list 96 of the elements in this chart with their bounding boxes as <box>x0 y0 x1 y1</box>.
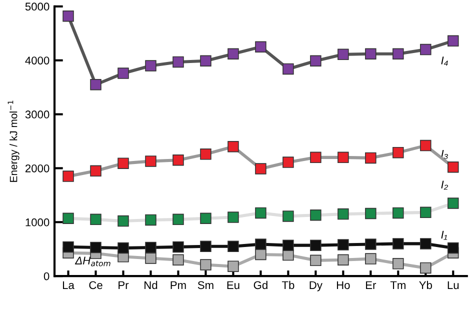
point <box>118 242 129 254</box>
x-tick-label: Er <box>366 281 376 289</box>
point <box>310 209 322 221</box>
point <box>420 238 432 250</box>
point <box>62 212 74 224</box>
y-tick-label: 4000 <box>25 56 50 64</box>
point <box>228 260 239 272</box>
point <box>172 154 184 166</box>
point <box>62 170 74 182</box>
point <box>365 208 376 220</box>
point <box>255 238 266 250</box>
y-axis-title: Energy / kJ mol$^{−1}$ <box>8 100 20 182</box>
y-tick-label: 3000 <box>25 110 50 118</box>
point <box>90 214 102 226</box>
series-label: I₄ <box>441 56 448 66</box>
point <box>338 239 349 250</box>
point <box>145 252 156 264</box>
point <box>172 214 184 226</box>
point <box>392 48 404 60</box>
point <box>172 254 184 266</box>
point <box>200 212 212 224</box>
point <box>310 240 322 251</box>
point <box>392 146 404 158</box>
point <box>200 240 212 252</box>
point <box>228 212 239 223</box>
point <box>228 141 239 152</box>
y-tick-label: 5000 <box>25 2 50 11</box>
point <box>365 238 376 250</box>
point <box>172 241 184 253</box>
x-tick-label: Tm <box>390 281 406 289</box>
x-tick-label: Sm <box>198 281 214 290</box>
point <box>282 156 294 168</box>
point <box>420 140 432 152</box>
point <box>255 41 266 52</box>
series-label: I₁ <box>441 230 448 240</box>
point <box>228 240 239 252</box>
point <box>118 68 129 79</box>
point <box>420 262 432 274</box>
point <box>172 56 184 68</box>
point <box>200 259 212 270</box>
point <box>448 161 459 173</box>
point <box>228 48 239 60</box>
point <box>310 152 322 164</box>
point <box>255 163 266 174</box>
point <box>338 48 349 60</box>
point <box>282 210 294 222</box>
point <box>392 258 404 270</box>
point <box>145 60 156 72</box>
x-tick-label: Ce <box>89 281 102 290</box>
point <box>420 206 432 218</box>
point <box>255 248 266 260</box>
x-tick-label: Eu <box>227 281 240 290</box>
point <box>448 35 459 47</box>
point <box>145 156 156 167</box>
point <box>118 215 129 227</box>
y-tick-label: 1000 <box>26 218 50 226</box>
point <box>118 158 129 169</box>
point <box>282 63 294 75</box>
series-label: I₂ <box>441 180 448 190</box>
point <box>310 254 322 266</box>
point <box>448 242 459 254</box>
point <box>145 214 156 226</box>
point <box>365 152 376 164</box>
point <box>255 207 266 219</box>
point <box>392 238 404 250</box>
x-tick-label: Yb <box>419 280 432 290</box>
point <box>145 242 156 254</box>
y-tick-label: 0 <box>44 272 50 280</box>
x-tick-label: Dy <box>310 281 322 292</box>
point <box>62 241 74 253</box>
x-tick-label: Ho <box>336 281 350 290</box>
x-tick-label: Pr <box>118 281 129 289</box>
point <box>62 10 74 22</box>
x-tick-label: Lu <box>448 281 459 290</box>
point <box>90 165 102 177</box>
series-label: ΔH$_{atom}$ <box>74 256 110 266</box>
point <box>420 44 432 56</box>
point <box>90 242 102 254</box>
x-tick-label: Pm <box>170 281 186 289</box>
point <box>392 207 404 219</box>
point <box>338 152 349 164</box>
point <box>338 208 349 220</box>
point <box>338 254 349 266</box>
x-tick-label: Gd <box>254 280 268 290</box>
x-tick-label: Tb <box>282 280 294 290</box>
y-tick-label: 2000 <box>25 164 50 172</box>
point <box>90 78 102 90</box>
point <box>448 198 459 209</box>
point <box>365 253 376 264</box>
point <box>200 55 212 67</box>
x-tick-label: Nd <box>144 280 158 290</box>
point <box>310 55 322 67</box>
point <box>365 48 376 60</box>
x-tick-label: La <box>62 281 74 290</box>
point <box>200 148 212 160</box>
point <box>282 240 294 251</box>
